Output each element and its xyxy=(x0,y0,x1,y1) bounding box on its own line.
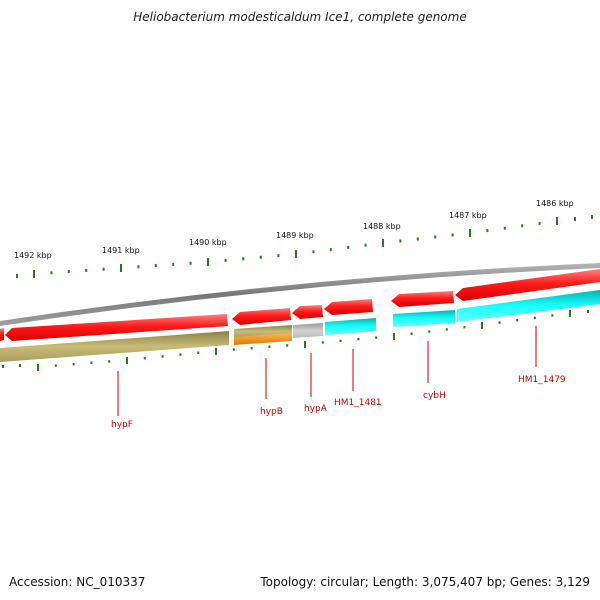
scale-label: 1489 kbp xyxy=(276,231,314,240)
cds-bar-hm1-1481 xyxy=(325,318,376,335)
forward-gene-arrow xyxy=(391,291,454,307)
forward-gene-arrow xyxy=(232,308,291,325)
gene-label-cybh[interactable]: cybH xyxy=(423,391,446,401)
genome-summary-text: Topology: circular; Length: 3,075,407 bp… xyxy=(260,575,590,589)
cds-bar-hypF xyxy=(0,331,229,362)
forward-gene-arrow xyxy=(292,305,323,319)
cds-bar-hm1-1479 xyxy=(457,290,600,322)
forward-gene-arrow xyxy=(0,328,4,341)
gene-label-hypa[interactable]: hypA xyxy=(304,404,328,414)
scale-label: 1487 kbp xyxy=(449,211,487,220)
gene-label-hm1-1479[interactable]: HM1_1479 xyxy=(518,375,566,385)
gene-labels: hypF hypB hypA HM1_1481 cybH HM1_1479 xyxy=(111,326,566,430)
cds-bar-hypB-orange xyxy=(234,333,292,345)
gene-label-hypb[interactable]: hypB xyxy=(260,407,283,417)
scale-label: 1491 kbp xyxy=(102,246,140,255)
gene-label-hm1-1481[interactable]: HM1_1481 xyxy=(334,398,382,408)
gene-label-hypf[interactable]: hypF xyxy=(111,420,133,430)
lower-ticks xyxy=(2,310,589,371)
scale-label: 1490 kbp xyxy=(189,238,227,247)
accession-text: Accession: NC_010337 xyxy=(9,575,146,589)
reverse-strand-track xyxy=(0,290,600,362)
forward-gene-arrow xyxy=(5,314,228,341)
scale-label: 1492 kbp xyxy=(14,251,52,260)
forward-gene-arrow xyxy=(324,299,373,315)
scale-ticks xyxy=(16,215,593,278)
genome-backbone xyxy=(0,263,600,326)
genome-title: Heliobacterium modesticaldum Ice1, compl… xyxy=(133,10,467,24)
scale-labels: 1492 kbp 1491 kbp 1490 kbp 1489 kbp 1488 kbp… xyxy=(14,199,574,260)
cds-bar-cybh xyxy=(393,310,455,327)
scale-label: 1488 kbp xyxy=(363,222,401,231)
scale-label: 1486 kbp xyxy=(536,199,574,208)
forward-strand-track xyxy=(0,269,600,341)
cds-bar-hypA xyxy=(293,323,323,338)
forward-gene-arrow xyxy=(455,269,600,301)
